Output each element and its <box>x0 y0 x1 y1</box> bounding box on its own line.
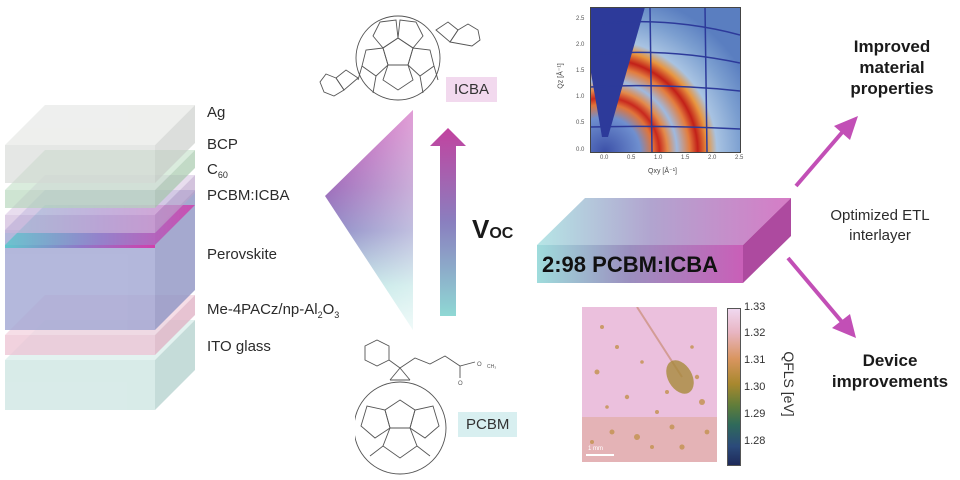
colorbar-tick: 1.30 <box>744 381 766 393</box>
qfls-colorbar <box>727 308 741 466</box>
icba-molecule <box>319 15 481 101</box>
outcome-optimized-etl: Optimized ETL interlayer <box>830 207 930 244</box>
giwaxs-xlabel: Qxy [Å⁻¹] <box>648 168 677 175</box>
voc-label: VOC <box>472 214 514 244</box>
device-stack <box>5 105 195 410</box>
qfls-image <box>582 307 717 462</box>
arrow-down-right-icon <box>786 256 856 338</box>
colorbar-tick: 1.33 <box>744 301 766 313</box>
label-pcbm-icba: PCBM:ICBA <box>207 187 290 204</box>
gradient-triangle <box>325 110 413 330</box>
label-me4pacz: Me-4PACz/np-Al2O3 <box>207 301 340 320</box>
giwaxs-plot <box>590 7 740 152</box>
label-perovskite: Perovskite <box>207 246 278 263</box>
svg-text:O: O <box>477 362 482 368</box>
qfls-map <box>582 307 717 462</box>
giwaxs-x-tick: 0.5 <box>627 155 636 161</box>
giwaxs-x-tick: 0.0 <box>600 155 609 161</box>
svg-text:O: O <box>458 381 463 387</box>
colorbar-tick: 1.28 <box>744 435 766 447</box>
scale-bar-label: 1 mm <box>588 446 603 452</box>
pcbm-icba-block <box>537 198 791 283</box>
colorbar-tick: 1.32 <box>744 327 766 339</box>
giwaxs-x-tick: 2.0 <box>708 155 717 161</box>
giwaxs-y-tick: 1.0 <box>576 94 585 100</box>
giwaxs-frame <box>590 7 741 153</box>
giwaxs-x-tick: 2.5 <box>735 155 744 161</box>
outcome-material-properties: Improved material properties <box>850 37 934 98</box>
layer-ag <box>5 105 195 183</box>
outcome-device-improvements: Device improvements <box>831 351 949 391</box>
pcbm-tag: PCBM <box>458 412 518 437</box>
svg-text:CH₃: CH₃ <box>487 364 496 370</box>
block-label: 2:98 PCBM:ICBA <box>542 252 719 277</box>
label-ag: Ag <box>207 104 226 121</box>
giwaxs-x-tick: 1.5 <box>681 155 690 161</box>
giwaxs-y-tick: 0.0 <box>576 147 585 153</box>
colorbar-tick: 1.29 <box>744 408 766 420</box>
giwaxs-x-tick: 1.0 <box>654 155 663 161</box>
label-c60: C60 <box>207 161 228 180</box>
giwaxs-y-tick: 1.5 <box>576 68 585 74</box>
giwaxs-image <box>590 7 740 152</box>
icba-tag: ICBA <box>446 77 498 102</box>
giwaxs-y-tick: 2.5 <box>576 16 585 22</box>
voc-arrow-icon <box>430 128 466 316</box>
colorbar-label: QFLS [eV] <box>781 351 797 417</box>
giwaxs-ylabel: Qz [Å⁻¹] <box>557 63 565 89</box>
pcbm-molecule: O CH₃ O <box>355 339 496 475</box>
label-bcp: BCP <box>207 136 238 153</box>
giwaxs-y-tick: 0.5 <box>576 120 585 126</box>
arrow-up-right-icon <box>794 116 858 188</box>
giwaxs-y-tick: 2.0 <box>576 42 585 48</box>
label-ito-glass: ITO glass <box>207 338 271 355</box>
colorbar-tick: 1.31 <box>744 354 766 366</box>
